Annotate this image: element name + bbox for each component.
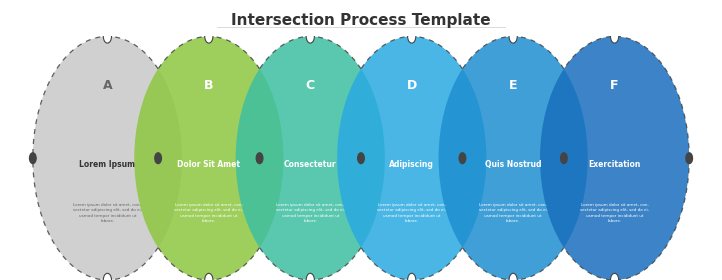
- Text: Intersection Process Template: Intersection Process Template: [231, 13, 491, 28]
- Circle shape: [235, 36, 385, 280]
- Circle shape: [103, 30, 111, 43]
- Text: Lorem ipsum dolor sit amet, con-
sectetur adipiscing elit, sed do ei-
usmod temp: Lorem ipsum dolor sit amet, con- sectetu…: [174, 203, 243, 223]
- Circle shape: [686, 153, 692, 164]
- Text: Exercitation: Exercitation: [588, 160, 641, 169]
- Circle shape: [30, 153, 36, 164]
- Circle shape: [306, 30, 314, 43]
- Text: Lorem ipsum dolor sit amet, con-
sectetur adipiscing elit, sed do ei-
usmod temp: Lorem ipsum dolor sit amet, con- sectetu…: [580, 203, 649, 223]
- Text: E: E: [509, 79, 518, 92]
- Text: F: F: [610, 79, 619, 92]
- Circle shape: [438, 36, 588, 280]
- Circle shape: [337, 36, 487, 280]
- Circle shape: [155, 153, 162, 164]
- Text: B: B: [204, 79, 214, 92]
- Circle shape: [205, 273, 213, 280]
- Circle shape: [205, 30, 213, 43]
- Circle shape: [408, 30, 416, 43]
- Text: Lorem ipsum dolor sit amet, con-
sectetur adipiscing elit, sed do ei-
usmod temp: Lorem ipsum dolor sit amet, con- sectetu…: [479, 203, 548, 223]
- Circle shape: [560, 153, 567, 164]
- Text: A: A: [103, 79, 112, 92]
- Text: Dolor Sit Amet: Dolor Sit Amet: [178, 160, 240, 169]
- Circle shape: [509, 30, 517, 43]
- Text: C: C: [305, 79, 315, 92]
- Circle shape: [357, 153, 365, 164]
- Text: Lorem Ipsum: Lorem Ipsum: [79, 160, 136, 169]
- Circle shape: [32, 36, 182, 280]
- Circle shape: [459, 153, 466, 164]
- Circle shape: [134, 36, 284, 280]
- Text: Lorem ipsum dolor sit amet, con-
sectetur adipiscing elit, sed do ei-
usmod temp: Lorem ipsum dolor sit amet, con- sectetu…: [377, 203, 446, 223]
- Circle shape: [408, 273, 416, 280]
- Circle shape: [306, 273, 314, 280]
- Text: D: D: [406, 79, 417, 92]
- Text: Lorem ipsum dolor sit amet, con-
sectetur adipiscing elit, sed do ei-
usmod temp: Lorem ipsum dolor sit amet, con- sectetu…: [276, 203, 345, 223]
- Circle shape: [611, 30, 619, 43]
- Text: Adipiscing: Adipiscing: [389, 160, 434, 169]
- Text: Lorem ipsum dolor sit amet, con-
sectetur adipiscing elit, sed do ei-
usmod temp: Lorem ipsum dolor sit amet, con- sectetu…: [73, 203, 142, 223]
- Circle shape: [611, 273, 619, 280]
- Circle shape: [509, 273, 517, 280]
- Text: Quis Nostrud: Quis Nostrud: [485, 160, 542, 169]
- Circle shape: [540, 36, 690, 280]
- Circle shape: [103, 273, 111, 280]
- Text: Consectetur: Consectetur: [284, 160, 336, 169]
- Circle shape: [256, 153, 263, 164]
